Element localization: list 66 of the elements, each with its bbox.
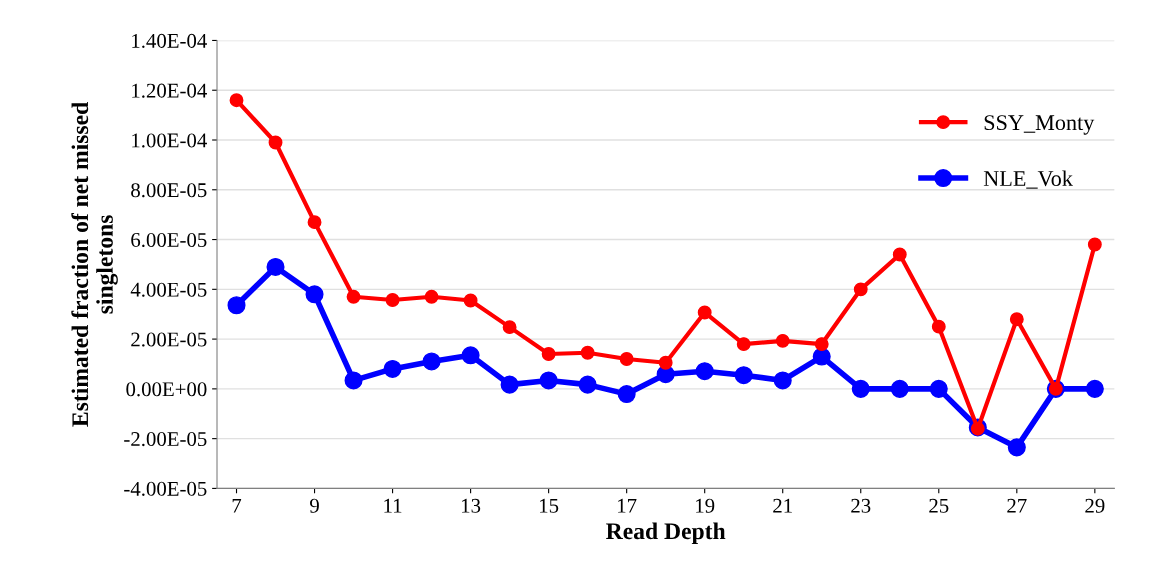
point	[617, 385, 636, 404]
point	[1007, 438, 1026, 457]
point	[892, 247, 907, 262]
point	[422, 352, 441, 371]
point	[931, 319, 946, 334]
x-axis-title: Read Depth	[606, 522, 726, 544]
legend-label: NLE_Vok	[983, 170, 1073, 189]
point	[578, 375, 597, 394]
point	[929, 379, 948, 398]
point	[539, 371, 558, 390]
point	[736, 337, 751, 352]
point	[266, 257, 285, 276]
point	[268, 135, 283, 150]
x-tick-label: 11	[384, 498, 402, 513]
y-tick-label: 6.00E-05	[131, 232, 207, 248]
point	[658, 355, 673, 370]
point	[697, 305, 712, 320]
point	[541, 347, 556, 361]
y-tick-label: -4.00E-05	[124, 481, 207, 496]
x-tick-label: 19	[696, 498, 715, 513]
point	[851, 379, 870, 398]
y-tick-label: 4.00E-05	[130, 282, 207, 297]
y-axis-title: Estimated fraction of net missed singletons	[71, 102, 118, 427]
y-tick-label: 2.00E-05	[131, 332, 207, 347]
point	[775, 333, 790, 348]
point	[500, 375, 519, 394]
point	[344, 371, 363, 390]
y-tick-label: 0.00E+00	[126, 382, 207, 397]
point	[734, 366, 753, 385]
point	[424, 289, 439, 304]
y-tick-label: 1.40E-04	[132, 33, 207, 48]
x-tick-label: 25	[929, 498, 949, 513]
point	[1087, 237, 1102, 252]
x-tick-label: 15	[540, 498, 559, 513]
point	[307, 215, 322, 230]
legend-label: SSY_Monty	[984, 115, 1095, 135]
point	[383, 359, 402, 378]
point	[890, 379, 909, 398]
point	[385, 293, 400, 307]
point	[773, 371, 792, 390]
x-tick-label: 21	[773, 498, 792, 513]
point	[502, 320, 517, 335]
y-tick-label: 1.00E-04	[132, 133, 207, 148]
x-tick-label: 23	[851, 498, 871, 513]
y-tick-label: 1.20E-04	[132, 83, 207, 98]
point	[580, 345, 595, 360]
point	[227, 296, 246, 315]
x-tick-label: 13	[462, 498, 481, 513]
point	[346, 289, 361, 304]
point	[463, 293, 478, 308]
point	[853, 282, 868, 297]
point	[695, 362, 714, 381]
point	[814, 337, 829, 352]
point	[229, 93, 244, 108]
x-tick-label: 27	[1007, 498, 1027, 513]
point	[305, 285, 324, 304]
y-tick-label: -2.00E-05	[124, 432, 207, 447]
point	[461, 346, 480, 365]
x-tick-label: 29	[1085, 498, 1105, 513]
x-tick-label: 7	[232, 498, 242, 513]
y-tick-label: 8.00E-05	[131, 183, 207, 198]
point	[1085, 379, 1104, 398]
point	[1009, 312, 1024, 327]
x-tick-label: 17	[618, 498, 637, 513]
point	[619, 352, 634, 366]
x-tick-label: 9	[310, 498, 319, 513]
